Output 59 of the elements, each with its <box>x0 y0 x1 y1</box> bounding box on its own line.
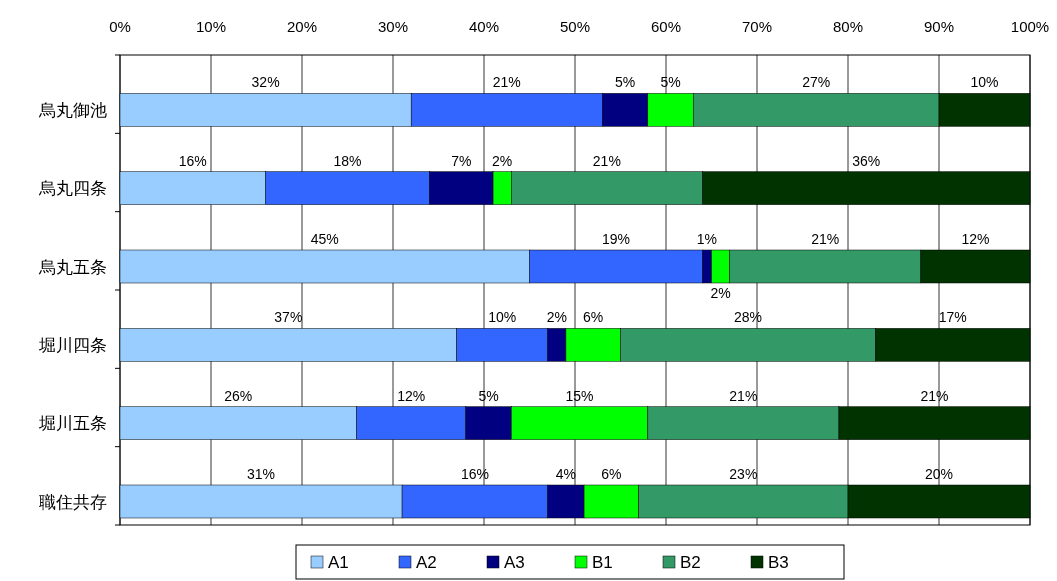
data-label: 5% <box>478 387 499 404</box>
data-label: 16% <box>460 466 489 482</box>
data-label: 6% <box>583 309 604 326</box>
legend-label: A1 <box>328 553 349 572</box>
data-label: 36% <box>852 152 881 169</box>
data-label: 20% <box>924 466 954 482</box>
data-label: 5% <box>614 74 636 91</box>
legend-label: B1 <box>592 553 613 572</box>
x-tick-label: 60% <box>650 18 682 35</box>
data-label: 12% <box>397 387 426 404</box>
x-tick-label: 70% <box>741 18 773 35</box>
data-label: 37% <box>274 309 303 326</box>
x-tick-label: 50% <box>559 18 591 35</box>
data-label: 2% <box>546 309 567 326</box>
data-label: 17% <box>938 309 967 326</box>
data-label: 27% <box>802 74 831 91</box>
data-label: 31% <box>247 466 276 482</box>
data-label: 2% <box>492 152 513 169</box>
data-label: 21% <box>811 231 840 247</box>
data-label: 32% <box>251 74 280 91</box>
data-label: 2% <box>710 285 731 301</box>
data-label: 7% <box>451 152 472 169</box>
data-label: 16% <box>178 152 207 169</box>
y-tick-label: 烏丸四条 <box>38 179 107 199</box>
data-label: 10% <box>970 74 999 91</box>
y-tick-label: 堀川五条 <box>38 414 107 434</box>
data-label: 21% <box>492 74 521 91</box>
x-tick-label: 90% <box>923 18 955 35</box>
x-tick-label: 20% <box>286 18 318 35</box>
data-label: 18% <box>333 152 362 169</box>
data-label: 45% <box>310 231 339 247</box>
y-tick-label: 職住共存 <box>39 492 107 512</box>
data-label: 5% <box>660 74 681 91</box>
data-label: 4% <box>555 466 577 482</box>
x-tick-label: 10% <box>195 18 227 35</box>
data-label: 1% <box>696 231 718 247</box>
x-tick-label: 80% <box>832 18 864 35</box>
data-label: 28% <box>733 309 762 326</box>
y-tick-label: 烏丸御池 <box>38 100 107 120</box>
data-label: 21% <box>592 152 621 169</box>
data-label: 26% <box>224 387 253 404</box>
data-label: 6% <box>601 466 622 482</box>
data-label: 19% <box>601 231 630 247</box>
legend-label: A3 <box>504 553 525 572</box>
legend-label: A2 <box>416 553 437 572</box>
legend-label: B2 <box>680 553 701 572</box>
data-label: 10% <box>488 309 517 326</box>
data-label: 21% <box>729 387 758 404</box>
legend-label: B3 <box>768 553 789 572</box>
y-tick-label: 堀川四条 <box>38 335 107 355</box>
x-tick-label: 0% <box>109 18 131 35</box>
data-label: 21% <box>920 387 949 404</box>
x-tick-label: 100% <box>1010 18 1050 35</box>
x-tick-label: 40% <box>468 18 500 35</box>
x-tick-label: 30% <box>377 18 409 35</box>
y-tick-label: 烏丸五条 <box>38 257 107 277</box>
data-label: 23% <box>729 466 758 482</box>
data-label: 12% <box>961 231 990 247</box>
data-label: 15% <box>565 387 594 404</box>
